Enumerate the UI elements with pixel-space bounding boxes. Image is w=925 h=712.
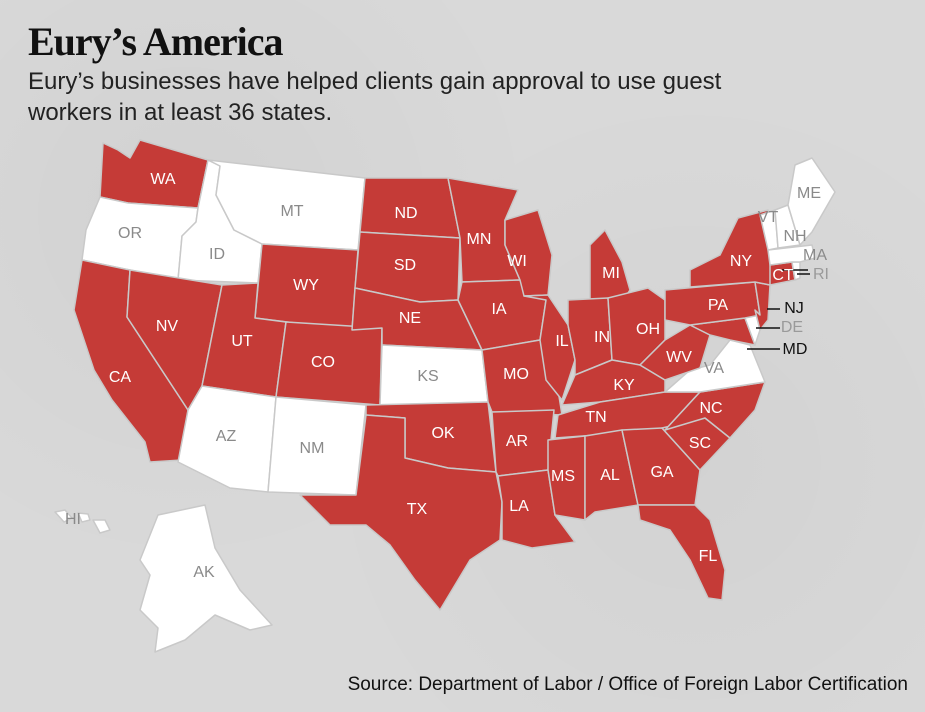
state-label-az: AZ [216,428,237,445]
state-label-tx: TX [407,501,428,518]
state-label-mt: MT [280,203,303,220]
state-label-sc: SC [689,435,711,452]
state-label-la: LA [509,498,529,515]
state-label-va: VA [704,360,724,377]
state-label-me: ME [797,185,821,202]
state-label-wy: WY [293,277,319,294]
state-label-md: MD [783,341,808,358]
label-leaders [747,269,810,350]
state-label-de: DE [781,319,803,336]
state-label-ar: AR [506,433,528,450]
state-ak [139,504,273,653]
state-label-vt: VT [758,209,779,226]
state-label-al: AL [600,467,620,484]
state-hi [54,509,111,534]
state-fl [637,504,726,601]
state-il [523,294,576,401]
state-label-sd: SD [394,257,416,274]
state-ma [767,244,816,266]
state-labels: WA OR CA ID NV MT WY UT AZ CO NM ND SD NE KS OK TX MN IA MO… [65,171,829,581]
map-subtitle: Eury’s businesses have helped clients ga… [28,68,722,126]
state-label-ct: CT [772,267,794,284]
state-label-ks: KS [417,368,438,385]
state-shapes [54,139,836,653]
state-ga [621,427,701,506]
state-ms [547,435,586,521]
state-label-mi: MI [602,265,620,282]
state-label-wv: WV [666,349,692,366]
state-label-ut: UT [231,333,253,350]
state-label-wa: WA [150,171,176,188]
state-label-ne: NE [399,310,421,327]
state-label-hi: HI [65,511,81,528]
state-label-ak: AK [193,564,215,581]
state-label-tn: TN [585,409,606,426]
state-label-or: OR [118,225,142,242]
source-note: Source: Department of Labor / Office of … [347,674,908,695]
state-label-wi: WI [507,253,527,270]
state-label-mn: MN [467,231,492,248]
state-me [787,157,836,246]
state-label-oh: OH [636,321,660,338]
state-label-ri: RI [813,266,829,283]
state-label-fl: FL [699,548,718,565]
state-label-ky: KY [613,377,635,394]
state-label-ny: NY [730,253,753,270]
state-label-mo: MO [503,366,529,383]
state-tx [299,414,503,611]
state-label-nc: NC [699,400,722,417]
state-label-nm: NM [300,440,325,457]
state-label-pa: PA [708,297,728,314]
state-label-ms: MS [551,468,575,485]
state-ky [561,359,666,406]
state-label-ok: OK [431,425,454,442]
state-label-ca: CA [109,369,132,386]
state-label-il: IL [555,333,568,350]
state-label-nv: NV [156,318,179,335]
state-label-id: ID [209,246,225,263]
state-label-nh: NH [783,228,806,245]
state-label-co: CO [311,354,335,371]
state-label-in: IN [594,329,610,346]
map-title: Eury’s America [28,19,283,64]
state-al [584,429,639,521]
state-label-nj: NJ [784,300,804,317]
state-label-nd: ND [394,205,417,222]
state-label-ia: IA [491,301,506,318]
state-label-ma: MA [803,247,827,264]
state-label-ga: GA [650,464,673,481]
